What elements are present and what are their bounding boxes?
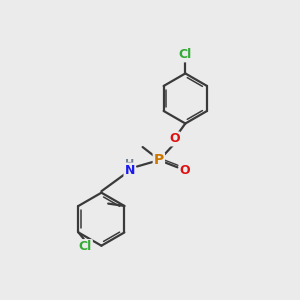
Text: N: N: [124, 164, 135, 176]
Text: Cl: Cl: [179, 48, 192, 62]
Text: P: P: [154, 153, 164, 167]
Text: O: O: [169, 133, 179, 146]
Text: H: H: [125, 158, 134, 169]
Text: Cl: Cl: [79, 240, 92, 253]
Text: O: O: [179, 164, 190, 177]
